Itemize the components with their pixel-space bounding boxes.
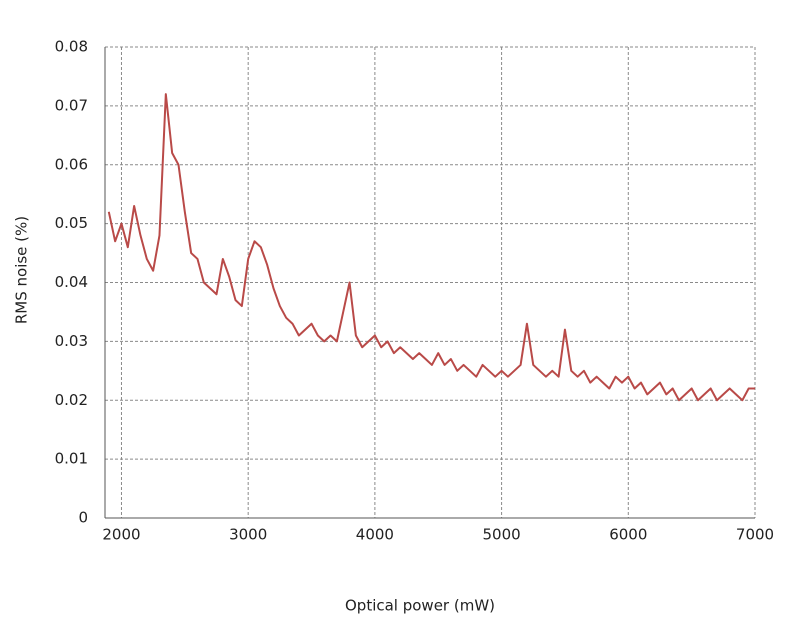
x-tick-label: 3000 bbox=[229, 526, 267, 544]
x-axis-label: Optical power (mW) bbox=[345, 597, 495, 615]
x-tick-label: 4000 bbox=[356, 526, 394, 544]
y-tick-label: 0.02 bbox=[55, 391, 88, 409]
y-tick-label: 0.07 bbox=[55, 96, 88, 114]
x-tick-label: 2000 bbox=[102, 526, 140, 544]
y-tick-label: 0.01 bbox=[55, 450, 88, 468]
y-axis-label: RMS noise (%) bbox=[13, 216, 31, 324]
y-tick-label: 0.08 bbox=[55, 38, 88, 56]
y-tick-label: 0.03 bbox=[55, 332, 88, 350]
x-tick-label: 6000 bbox=[609, 526, 647, 544]
x-tick-label: 7000 bbox=[736, 526, 774, 544]
x-tick-label: 5000 bbox=[482, 526, 520, 544]
y-tick-label: 0.06 bbox=[55, 155, 88, 173]
y-tick-label: 0.04 bbox=[55, 273, 88, 291]
y-tick-label: 0.05 bbox=[55, 214, 88, 232]
y-tick-label: 0 bbox=[78, 509, 88, 527]
data-line bbox=[107, 93, 755, 402]
